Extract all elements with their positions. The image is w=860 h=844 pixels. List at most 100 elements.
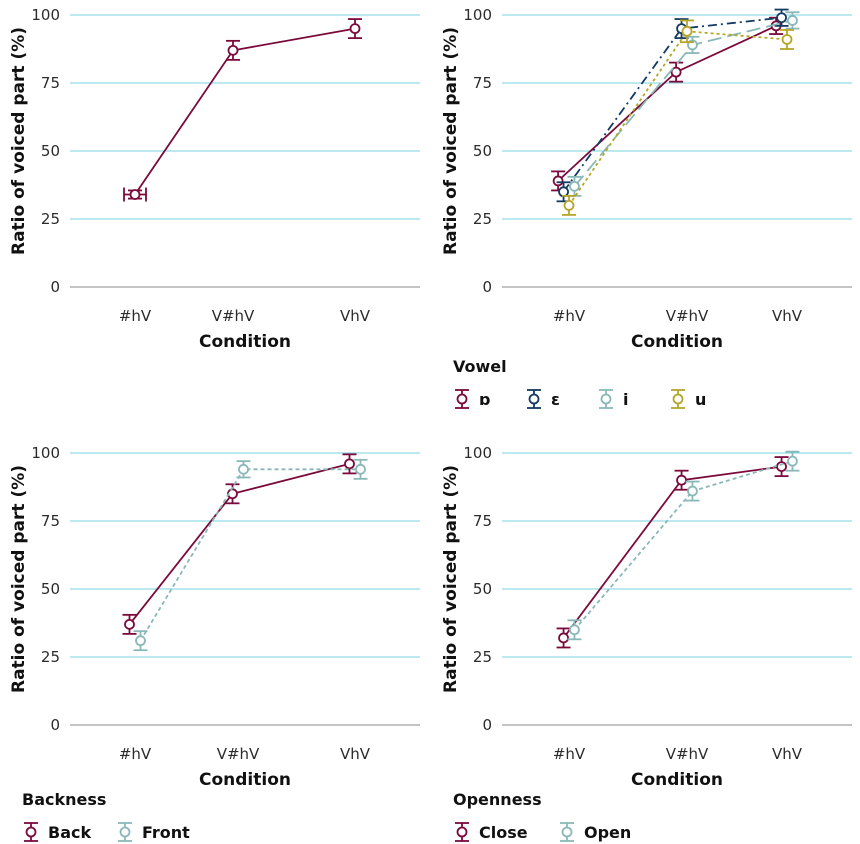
series-line-Back <box>128 463 350 625</box>
x-axis-label: Condition <box>631 770 723 790</box>
x-tick-label: #hV <box>553 307 586 325</box>
y-tick-label: 100 <box>31 444 60 462</box>
chart-panel-bottom-right: 0 25 50 75 100 #hV V#hV VhV Condition Ratio of vo… <box>441 444 852 842</box>
x-tick-label: VhV <box>340 745 371 763</box>
y-tick-label: 0 <box>50 278 60 296</box>
legend-key-point <box>119 826 131 838</box>
legend: Backness Back Front <box>22 790 190 842</box>
y-tick-label: 100 <box>463 444 492 462</box>
y-tick-label: 75 <box>41 74 60 92</box>
data-point <box>787 455 798 467</box>
y-tick-label: 75 <box>473 74 492 92</box>
x-tick-label: V#hV <box>666 745 709 763</box>
y-axis-label: Ratio of voiced part (%) <box>441 27 461 255</box>
x-tick-label: VhV <box>340 307 371 325</box>
y-axis-label: Ratio of voiced part (%) <box>9 27 29 255</box>
x-axis-label: Condition <box>199 332 291 352</box>
x-tick-label: #hV <box>119 307 152 325</box>
data-point <box>124 618 135 630</box>
y-tick-label: 25 <box>41 210 60 228</box>
y-tick-label: 100 <box>31 6 60 24</box>
series-line-Close <box>562 465 782 639</box>
y-tick-label: 25 <box>41 648 60 666</box>
data-point <box>238 463 249 475</box>
legend-label: ɛ <box>551 390 560 409</box>
legend-label: ɒ <box>479 390 490 409</box>
data-point <box>670 66 682 78</box>
series-line-Front <box>139 468 361 642</box>
series-line <box>134 27 356 196</box>
data-point <box>676 474 687 486</box>
x-tick-label: #hV <box>119 745 152 763</box>
legend-label: Close <box>479 823 528 842</box>
legend-item: Back <box>24 822 91 842</box>
legend-item: ɛ <box>527 389 560 409</box>
legend-item: Open <box>560 822 631 842</box>
legend-label: i <box>623 390 628 409</box>
chart-panel-bottom-left: 0 25 50 75 100 #hV V#hV VhV Condition Ratio of vo… <box>9 444 420 842</box>
chart-panel-top-left: 0 25 50 75 100 #hV V#hV VhV Condition Ratio of vo… <box>9 6 420 352</box>
data-point <box>552 175 564 187</box>
legend-key-point <box>456 393 468 405</box>
y-axis-label: Ratio of voiced part (%) <box>9 465 29 693</box>
data-point <box>687 485 698 497</box>
legend-title: Backness <box>22 790 106 809</box>
series-line-ɛ <box>562 16 782 193</box>
y-tick-label: 75 <box>473 512 492 530</box>
series-line-u <box>568 30 788 206</box>
series-line-Open <box>573 460 793 631</box>
data-point <box>558 632 569 644</box>
x-tick-label: VhV <box>772 745 803 763</box>
legend-item: i <box>599 389 628 409</box>
x-axis-label: Condition <box>631 332 723 352</box>
data-point <box>563 199 575 211</box>
legend-label: Front <box>142 823 190 842</box>
legend-item: Front <box>118 822 190 842</box>
legend-label: Open <box>584 823 631 842</box>
x-axis-label: Condition <box>199 770 291 790</box>
y-axis-label: Ratio of voiced part (%) <box>441 465 461 693</box>
legend-title: Vowel <box>453 357 507 376</box>
data-point <box>129 189 141 200</box>
chart-panel-top-right: 0 25 50 75 100 #hV V#hV VhV Condition Ratio of vo… <box>441 6 852 409</box>
data-point <box>776 12 787 24</box>
data-point <box>681 25 693 37</box>
legend-key-point <box>600 393 612 405</box>
data-point <box>569 624 580 636</box>
data-point <box>344 458 355 470</box>
y-tick-label: 25 <box>473 648 492 666</box>
data-point <box>355 463 366 475</box>
series-line-i <box>573 19 793 187</box>
data-point <box>776 461 787 473</box>
x-tick-label: V#hV <box>666 307 709 325</box>
legend-item: ɒ <box>455 389 490 409</box>
data-point <box>787 15 798 26</box>
y-tick-label: 50 <box>41 580 60 598</box>
y-tick-label: 75 <box>41 512 60 530</box>
data-point <box>569 180 580 192</box>
y-tick-label: 0 <box>482 278 492 296</box>
y-tick-label: 50 <box>41 142 60 160</box>
legend-title: Openness <box>453 790 542 809</box>
y-tick-label: 0 <box>50 716 60 734</box>
y-tick-label: 100 <box>463 6 492 24</box>
data-point <box>558 186 569 198</box>
x-tick-label: #hV <box>553 745 586 763</box>
y-tick-label: 50 <box>473 580 492 598</box>
data-point <box>781 34 793 45</box>
legend-key-point <box>672 393 684 405</box>
legend-key-point <box>528 393 540 405</box>
x-tick-label: V#hV <box>217 745 260 763</box>
legend-key-point <box>456 826 468 838</box>
data-point <box>135 635 146 647</box>
legend-key-point <box>561 826 573 838</box>
legend-label: Back <box>48 823 91 842</box>
legend-item: Close <box>455 822 528 842</box>
y-tick-label: 0 <box>482 716 492 734</box>
legend-key-point <box>25 826 37 838</box>
y-tick-label: 25 <box>473 210 492 228</box>
legend: Vowel ɒ ɛ i u <box>453 357 706 409</box>
x-tick-label: VhV <box>772 307 803 325</box>
x-tick-label: V#hV <box>212 307 255 325</box>
